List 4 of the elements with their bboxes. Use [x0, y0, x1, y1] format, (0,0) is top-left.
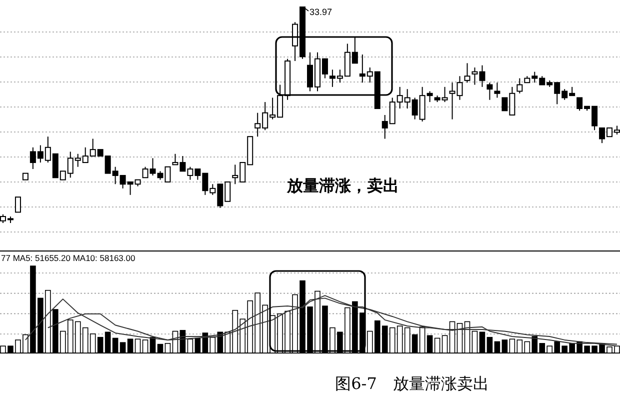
- text: 图6-7 放量滞涨卖出: [335, 374, 489, 393]
- annotation: 放量滞涨，卖出: [286, 176, 399, 195]
- text: 77 MA5: 51655.20 MA10: 58163.00: [1, 253, 136, 263]
- annotation: 33.97: [310, 7, 332, 17]
